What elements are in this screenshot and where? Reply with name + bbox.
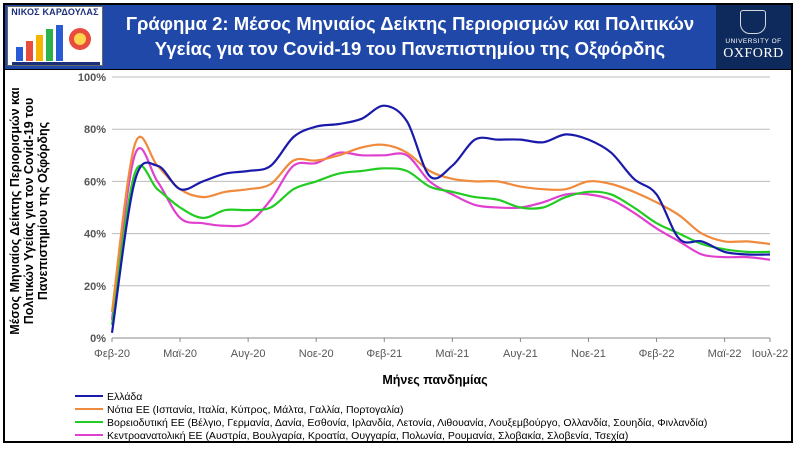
x-tick-label: Αυγ-21 <box>503 348 538 360</box>
line-chart: 0% 20% 40% 60% 80% 100% Φεβ-20 Μαϊ-20 Αυγ-20 Νοε-… <box>78 72 789 360</box>
legend-item: Νότια ΕΕ (Ισπανία, Ιταλία, Κύπρος, Μάλτα… <box>75 404 785 417</box>
y-tick-label: 60% <box>84 176 106 188</box>
header-bar: ΝΙΚΟΣ ΚΑΡΔΟΥΛΑΣ Γράφημα 2: Μέσος Μηνιαίο… <box>5 5 791 70</box>
legend-item: Βορειοδυτική ΕΕ (Βέλγιο, Γερμανία, Δανία… <box>75 417 785 430</box>
x-tick-label: Φεβ-21 <box>366 348 402 360</box>
x-tick-label: Φεβ-20 <box>94 348 130 360</box>
legend-label: Ελλάδα <box>107 391 143 403</box>
x-tick-label: Νοε-21 <box>571 348 606 360</box>
legend-swatch <box>75 395 103 398</box>
x-tick-label: Μαϊ-22 <box>708 348 742 360</box>
x-axis-label: Μήνες πανδημίας <box>382 373 488 387</box>
y-tick-label: 100% <box>78 72 106 84</box>
y-tick-label: 0% <box>90 333 106 345</box>
series-line-2 <box>110 164 771 326</box>
y-tick-label: 40% <box>84 229 106 241</box>
series-line-3 <box>110 146 771 320</box>
legend-label: Νότια ΕΕ (Ισπανία, Ιταλία, Κύπρος, Μάλτα… <box>107 404 404 416</box>
x-tick-label: Φεβ-22 <box>639 348 675 360</box>
oxford-logo-line-1: UNIVERSITY OF <box>725 38 782 45</box>
legend-item: Κεντροανατολική ΕΕ (Αυστρία, Βουλγαρία, … <box>75 430 785 442</box>
x-tick-label: Αυγ-20 <box>231 348 266 360</box>
chart-title-line-1: Γράφημα 2: Μέσος Μηνιαίος Δείκτης Περιορ… <box>125 13 695 34</box>
legend-swatch <box>75 421 103 424</box>
x-tick-label: Ιουλ-22 <box>752 348 789 360</box>
oxford-logo-line-2: OXFORD <box>723 46 784 61</box>
legend-label: Κεντροανατολική ΕΕ (Αυστρία, Βουλγαρία, … <box>107 430 629 442</box>
x-tick-label: Μαϊ-20 <box>163 348 197 360</box>
author-logo-name: ΝΙΚΟΣ ΚΑΡΔΟΥΛΑΣ <box>11 7 99 17</box>
x-tick-label: Νοε-20 <box>299 348 334 360</box>
chart-title: Γράφημα 2: Μέσος Μηνιαίος Δείκτης Περιορ… <box>105 11 715 61</box>
oxford-crest-icon <box>740 10 766 34</box>
legend-label: Βορειοδυτική ΕΕ (Βέλγιο, Γερμανία, Δανία… <box>107 417 708 429</box>
legend-swatch <box>75 408 103 411</box>
chart-title-line-2: Υγείας για τον Covid-19 του Πανεπιστημίο… <box>154 38 666 59</box>
slide-frame: ΝΙΚΟΣ ΚΑΡΔΟΥΛΑΣ Γράφημα 2: Μέσος Μηνιαίο… <box>3 3 793 443</box>
legend-item: Ελλάδα <box>75 391 785 404</box>
series-line-1 <box>110 135 771 313</box>
oxford-university-logo: UNIVERSITY OF OXFORD <box>716 5 791 69</box>
y-tick-label: 20% <box>84 281 106 293</box>
y-tick-label: 80% <box>84 124 106 136</box>
chart-legend: Ελλάδα Νότια ΕΕ (Ισπανία, Ιταλία, Κύπρος,… <box>75 391 785 442</box>
x-tick-label: Μαϊ-21 <box>435 348 469 360</box>
author-logo: ΝΙΚΟΣ ΚΑΡΔΟΥΛΑΣ <box>7 6 103 66</box>
legend-swatch <box>75 434 103 437</box>
author-logo-graphic <box>12 25 100 65</box>
series-line-0 <box>110 104 771 333</box>
